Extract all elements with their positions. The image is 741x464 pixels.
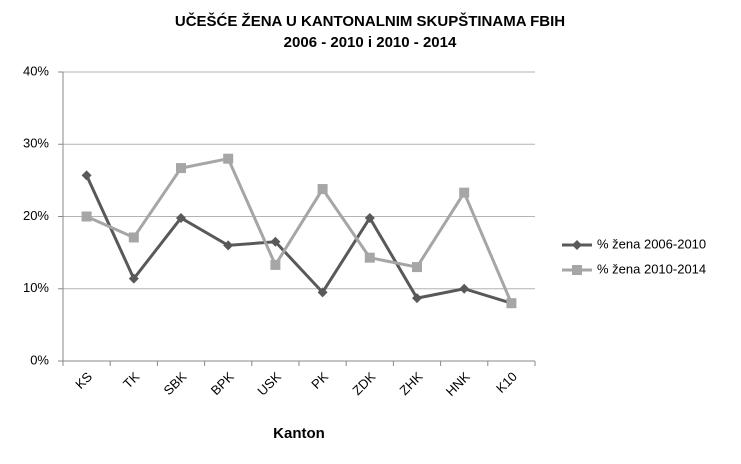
series-line: [85, 174, 512, 305]
data-point: [176, 212, 186, 223]
data-point: [270, 259, 281, 270]
data-point: [317, 184, 328, 195]
chart-title: UČEŠĆE ŽENA U KANTONALNIM SKUPŠTINAMA FB…: [175, 12, 565, 30]
data-point: [128, 273, 139, 284]
legend-marker: [572, 240, 582, 250]
y-tick-label: 10%: [23, 280, 49, 295]
x-axis-title: Kanton: [273, 425, 325, 442]
y-tick-label: 30%: [23, 136, 49, 151]
data-point: [81, 170, 92, 181]
data-point: [223, 240, 234, 251]
data-point: [81, 211, 92, 222]
data-point: [506, 298, 517, 309]
data-point: [412, 293, 422, 304]
data-point: [270, 236, 281, 247]
data-point: [128, 232, 139, 243]
data-point: [364, 252, 375, 263]
data-point: [364, 212, 375, 223]
data-point: [459, 283, 470, 294]
legend-label: % žena 2006-2010: [597, 236, 706, 251]
chart-subtitle: 2006 - 2010 i 2010 - 2014: [284, 34, 457, 51]
y-tick-label: 0%: [30, 352, 49, 367]
legend-marker: [572, 265, 582, 275]
data-point: [176, 163, 186, 174]
data-point: [459, 187, 470, 198]
y-tick-label: 20%: [23, 208, 49, 223]
data-point: [223, 153, 234, 164]
data-point: [317, 287, 328, 298]
series-line: [85, 156, 513, 304]
data-point: [412, 262, 422, 273]
legend-label: % žena 2010-2014: [597, 261, 706, 276]
y-tick-label: 40%: [23, 63, 49, 78]
